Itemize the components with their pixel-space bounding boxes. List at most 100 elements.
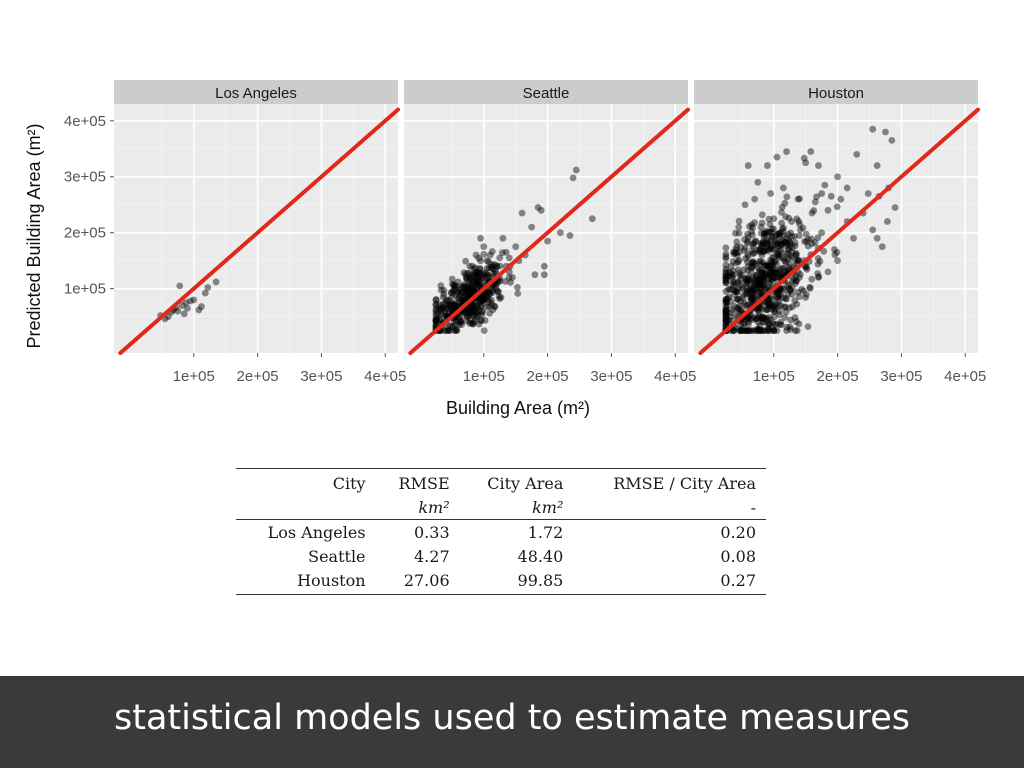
data-point: [432, 305, 440, 313]
data-point: [792, 251, 800, 258]
data-point: [778, 240, 785, 248]
data-point: [814, 270, 822, 277]
x-tick-label: 2e+05: [817, 368, 859, 385]
data-point: [741, 327, 748, 335]
data-point: [485, 302, 493, 310]
data-point: [733, 249, 741, 257]
data-point: [785, 246, 793, 254]
data-point: [725, 268, 733, 276]
data-point: [753, 246, 761, 254]
data-point: [722, 277, 730, 285]
data-point: [450, 317, 458, 324]
data-point: [730, 250, 738, 258]
data-point: [473, 313, 481, 321]
data-point: [479, 297, 487, 305]
data-point: [747, 287, 755, 295]
data-point: [435, 301, 443, 308]
x-tick-label: 3e+05: [590, 368, 632, 385]
data-point: [722, 261, 730, 269]
data-point: [201, 289, 209, 297]
data-point: [843, 184, 851, 192]
data-point: [776, 270, 784, 278]
data-point: [755, 325, 762, 333]
x-tick-label: 2e+05: [237, 368, 279, 385]
data-point: [472, 268, 480, 276]
data-point: [453, 283, 461, 290]
data-point: [764, 242, 772, 250]
data-point: [786, 285, 793, 292]
data-point: [460, 309, 468, 316]
data-point: [778, 264, 786, 272]
data-point: [738, 284, 746, 291]
data-point: [749, 316, 757, 324]
data-point: [466, 308, 474, 316]
data-point: [769, 319, 777, 327]
data-point: [800, 154, 808, 162]
data-point: [757, 241, 765, 249]
data-point: [770, 225, 777, 233]
data-point: [722, 279, 730, 287]
data-point: [864, 190, 872, 197]
data-point: [204, 284, 212, 291]
data-point: [483, 271, 491, 279]
data-point: [729, 267, 737, 275]
data-point: [781, 199, 789, 207]
data-point: [470, 277, 477, 284]
data-point: [786, 304, 794, 312]
data-point: [473, 309, 481, 317]
data-point: [745, 320, 752, 328]
data-point: [759, 279, 767, 286]
data-point: [739, 294, 747, 302]
data-point: [776, 266, 784, 274]
data-point: [791, 239, 799, 247]
table-unit-cell: -: [573, 495, 766, 520]
x-tick-label: 2e+05: [527, 368, 569, 385]
table-cell: Seattle: [308, 546, 366, 566]
data-point: [795, 320, 803, 328]
data-point: [767, 315, 774, 323]
data-point: [754, 306, 762, 314]
data-point: [755, 312, 763, 320]
data-point: [744, 237, 752, 245]
data-point: [451, 303, 458, 310]
data-point: [744, 162, 752, 169]
data-point: [735, 295, 742, 303]
data-point: [488, 300, 496, 308]
data-point: [488, 263, 495, 271]
data-point: [786, 286, 794, 294]
data-point: [778, 208, 785, 216]
y-tick-label: 2e+05: [64, 225, 106, 242]
data-point: [448, 288, 456, 296]
data-point: [737, 327, 745, 335]
data-point: [784, 282, 792, 290]
data-point: [775, 290, 783, 298]
data-point: [802, 291, 810, 298]
data-point: [802, 159, 810, 167]
data-point: [466, 316, 474, 324]
data-point: [472, 280, 480, 288]
data-point: [763, 261, 771, 269]
data-point: [759, 269, 766, 276]
data-point: [788, 233, 796, 240]
data-point: [722, 250, 730, 258]
data-point: [756, 278, 764, 286]
data-point: [450, 282, 458, 289]
data-point: [765, 321, 773, 329]
data-point: [757, 288, 765, 296]
data-point: [763, 275, 771, 283]
data-point: [470, 311, 478, 319]
data-point: [773, 292, 781, 300]
data-point: [470, 312, 477, 320]
x-axis-title: Building Area (m²): [446, 398, 590, 418]
data-point: [748, 247, 756, 255]
data-point: [448, 306, 456, 314]
data-point: [486, 298, 494, 306]
data-point: [810, 207, 818, 214]
data-point: [467, 286, 475, 293]
data-point: [749, 263, 757, 270]
data-point: [738, 325, 745, 333]
data-point: [732, 324, 740, 332]
data-point: [467, 310, 474, 317]
data-point: [448, 275, 456, 283]
data-point: [743, 280, 751, 287]
